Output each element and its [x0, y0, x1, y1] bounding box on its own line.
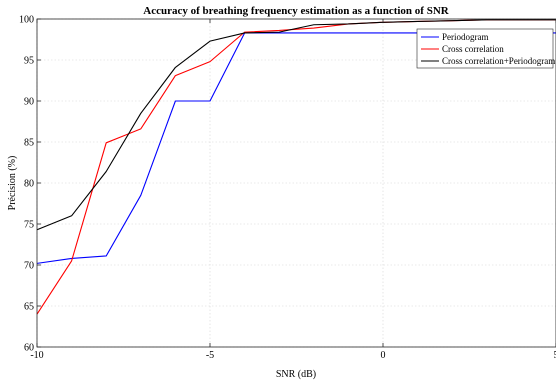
y-tick-label: 60	[24, 343, 34, 354]
x-tick-label: 5	[554, 350, 556, 361]
y-tick-label: 95	[24, 56, 34, 67]
axis-ticks	[36, 18, 556, 348]
legend-label-2: Cross correlation	[442, 44, 504, 54]
y-tick-label: 90	[24, 97, 34, 108]
y-tick-label: 85	[24, 138, 34, 149]
y-tick-label: 70	[24, 261, 34, 272]
series-line-3	[36, 19, 556, 231]
x-tick-label: -5	[206, 350, 214, 361]
y-tick-label: 75	[24, 220, 34, 231]
legend-box	[416, 28, 554, 69]
legend-label-1: Periodogram	[442, 32, 489, 42]
x-axis-label: SNR (dB)	[276, 369, 316, 380]
chart-title: Accuracy of breathing frequency estimati…	[143, 5, 449, 17]
y-tick-label: 100	[19, 15, 34, 26]
y-axis-label: Précision (%)	[7, 156, 18, 211]
y-tick-label: 65	[24, 302, 34, 313]
x-tick-label: -10	[30, 350, 43, 361]
legend-label-3: Cross correlation+Periodogram	[442, 56, 555, 66]
tick-labels: -10 -5 0 5 60 65 70 75 80 85 90 95 100	[19, 15, 556, 362]
x-tick-label: 0	[381, 350, 386, 361]
y-tick-label: 80	[24, 179, 34, 190]
legend: Periodogram Cross correlation Cross correl…	[416, 28, 555, 69]
